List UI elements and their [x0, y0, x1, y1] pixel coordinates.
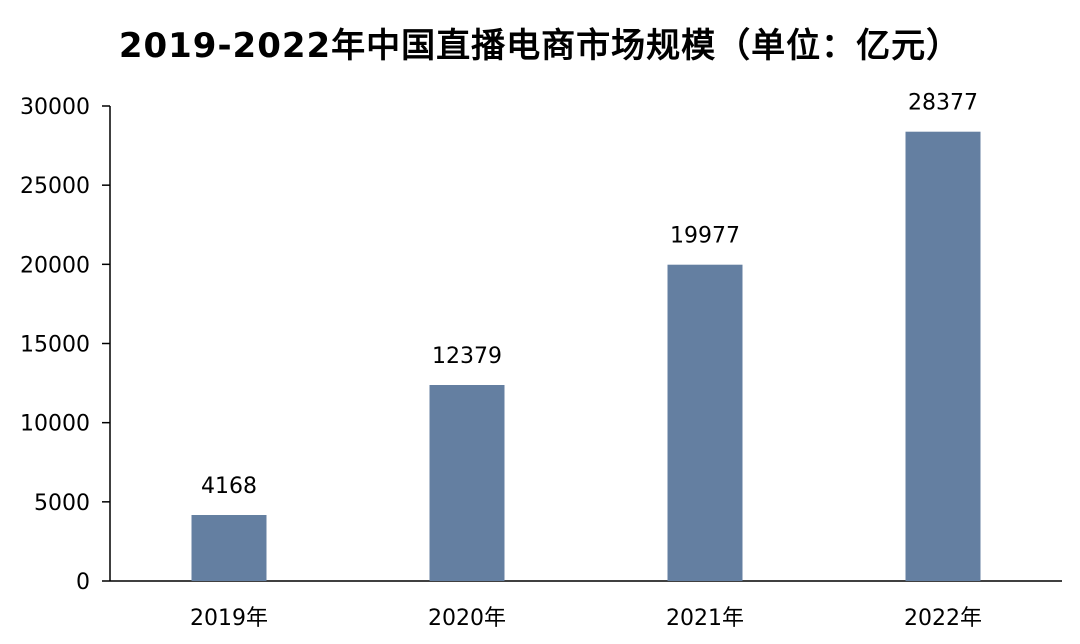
bars: [191, 131, 981, 581]
bar: [191, 515, 267, 581]
data-label: 4168: [201, 474, 257, 499]
data-label: 12379: [432, 344, 502, 369]
data-label: 28377: [908, 91, 978, 116]
bar: [905, 131, 981, 581]
bar: [429, 384, 505, 581]
category-label: 2022年: [904, 606, 982, 631]
bar: [667, 264, 743, 581]
y-tick-label: 10000: [20, 412, 90, 437]
category-label: 2021年: [666, 606, 744, 631]
y-tick-label: 20000: [20, 253, 90, 278]
data-labels: 4168 12379 19977 28377: [201, 91, 978, 499]
y-tick-label: 15000: [20, 333, 90, 358]
y-axis: 0 5000 10000 15000 20000 25000 30000: [20, 95, 111, 595]
y-tick-label: 0: [76, 570, 90, 595]
category-label: 2019年: [190, 606, 268, 631]
y-tick-label: 5000: [34, 491, 90, 516]
y-tick-label: 25000: [20, 174, 90, 199]
category-labels: 2019年 2020年 2021年 2022年: [190, 606, 982, 631]
category-label: 2020年: [428, 606, 506, 631]
y-tick-label: 30000: [20, 95, 90, 120]
chart-title: 2019-2022年中国直播电商市场规模（单位：亿元）: [118, 26, 962, 66]
data-label: 19977: [670, 224, 740, 249]
